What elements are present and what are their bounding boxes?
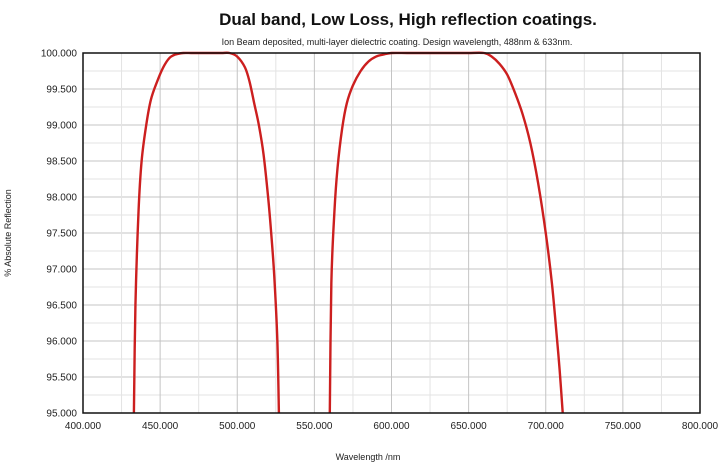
y-axis-ticks: 95.000 95.500 96.000 96.500 97.000 97.500 98.0… (41, 49, 78, 420)
x-tick-label: 650.000 (451, 421, 488, 432)
x-tick-label: 500.000 (219, 421, 256, 432)
x-axis-ticks: 400.000 450.000 500.000 550.000 600.000 650.0… (65, 421, 719, 432)
y-tick-label: 99.000 (46, 121, 77, 132)
chart-title: Dual band, Low Loss, High reflection coa… (219, 10, 597, 29)
y-tick-label: 96.000 (46, 337, 77, 348)
x-tick-label: 400.000 (65, 421, 102, 432)
y-tick-label: 97.500 (46, 229, 77, 240)
x-tick-label: 750.000 (605, 421, 642, 432)
x-tick-label: 550.000 (296, 421, 333, 432)
y-axis-label: % Absolute Reflection (3, 189, 13, 277)
y-tick-label: 98.500 (46, 157, 77, 168)
y-tick-label: 100.000 (41, 49, 78, 60)
x-tick-label: 700.000 (528, 421, 565, 432)
y-tick-label: 95.500 (46, 373, 77, 384)
chart-subtitle: Ion Beam deposited, multi-layer dielectr… (222, 37, 573, 47)
x-tick-label: 450.000 (142, 421, 179, 432)
y-tick-label: 96.500 (46, 301, 77, 312)
plot-frame (82, 52, 701, 414)
y-tick-label: 95.000 (46, 409, 77, 420)
y-tick-label: 99.500 (46, 85, 77, 96)
x-axis-label: Wavelength /nm (336, 452, 401, 462)
grid-lines (82, 52, 701, 414)
y-tick-label: 97.000 (46, 265, 77, 276)
y-tick-label: 98.000 (46, 193, 77, 204)
x-tick-label: 600.000 (373, 421, 410, 432)
x-tick-label: 800.000 (682, 421, 719, 432)
